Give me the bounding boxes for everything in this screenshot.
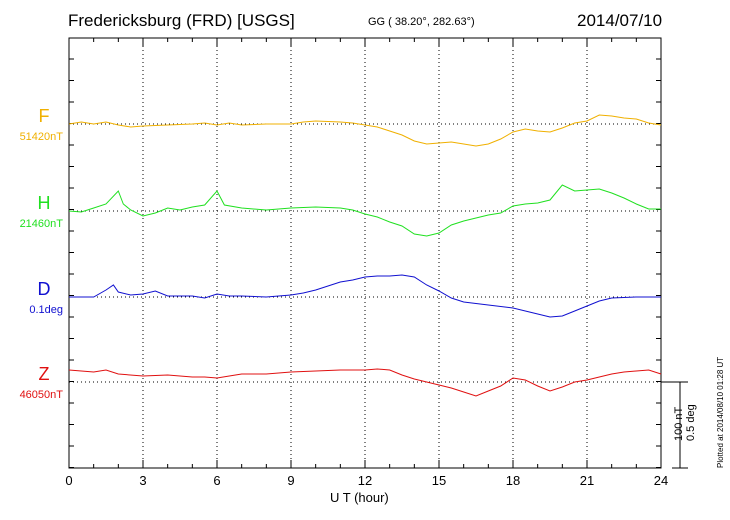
trace-Z bbox=[68, 368, 662, 397]
component-base-H: 21460nT bbox=[20, 218, 64, 230]
station-title: Fredericksburg (FRD) [USGS] bbox=[68, 11, 295, 30]
plotted-timestamp: Plotted at 2014/08/10 01:28 UT bbox=[716, 356, 725, 468]
component-base-F: 51420nT bbox=[20, 131, 64, 143]
trace-D bbox=[69, 274, 661, 318]
component-name-Z: Z bbox=[39, 364, 50, 384]
trace-F bbox=[68, 114, 662, 147]
coordinates-label: GG ( 38.20°, 282.63°) bbox=[368, 16, 475, 28]
x-axis-label: U T (hour) bbox=[330, 490, 389, 505]
x-tick-label-18: 18 bbox=[506, 473, 520, 488]
x-tick-label-6: 6 bbox=[213, 473, 220, 488]
date-label: 2014/07/10 bbox=[577, 11, 663, 30]
x-tick-label-3: 3 bbox=[139, 473, 146, 488]
component-base-Z: 46050nT bbox=[20, 389, 64, 401]
x-tick-label-0: 0 bbox=[65, 473, 72, 488]
component-name-H: H bbox=[38, 193, 51, 213]
scale-label-nt: 100 nT bbox=[673, 406, 685, 441]
scale-label-deg: 0.5 deg bbox=[685, 404, 697, 441]
component-name-F: F bbox=[39, 106, 50, 126]
component-name-D: D bbox=[38, 279, 51, 299]
x-tick-label-12: 12 bbox=[358, 473, 372, 488]
trace-H bbox=[68, 184, 661, 237]
component-base-D: 0.1deg bbox=[29, 304, 63, 316]
x-tick-label-24: 24 bbox=[654, 473, 668, 488]
x-tick-label-15: 15 bbox=[432, 473, 446, 488]
x-tick-label-21: 21 bbox=[580, 473, 594, 488]
x-tick-label-9: 9 bbox=[287, 473, 294, 488]
